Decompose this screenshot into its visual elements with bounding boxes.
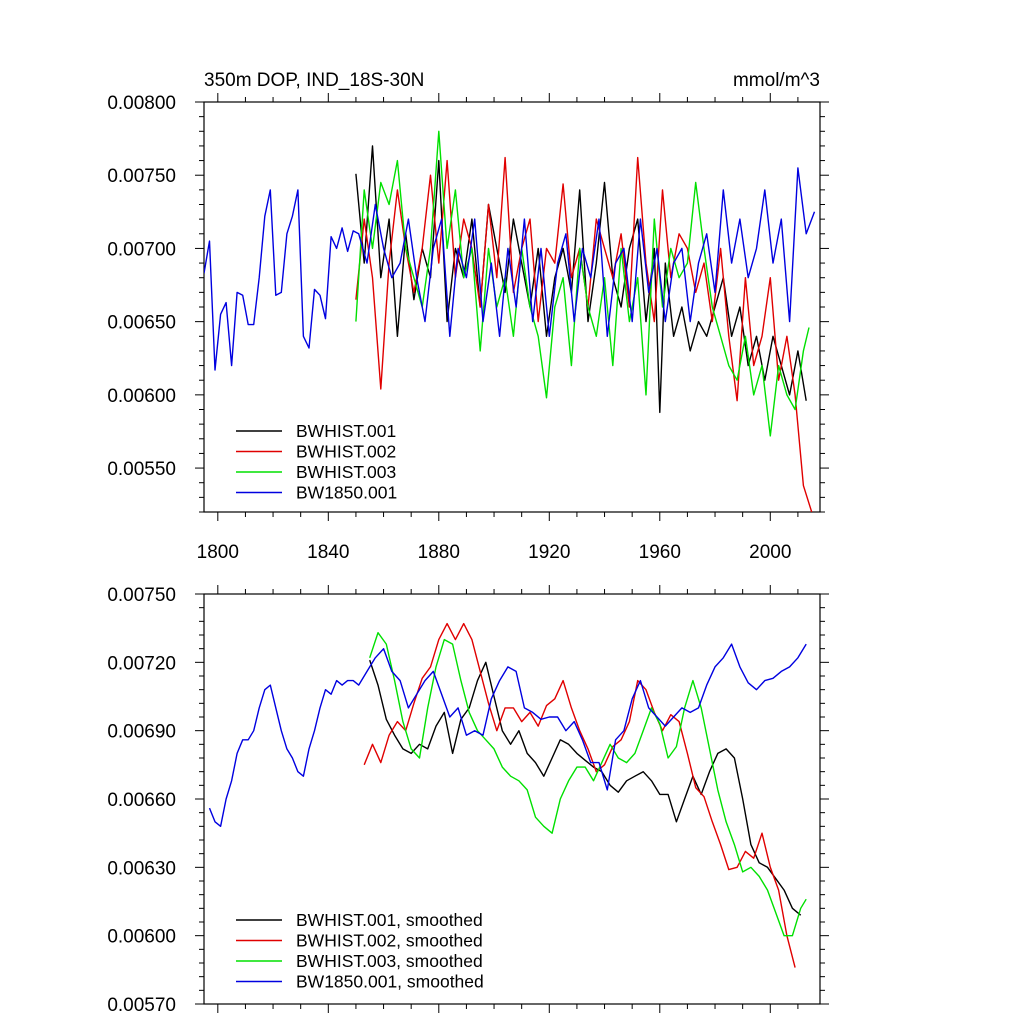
bottom-series-line-4 [208, 643, 807, 827]
top-x-tick-label: 1840 [307, 542, 349, 563]
top-y-tick-label: 0.00700 [107, 239, 176, 260]
top-legend-label: BWHIST.001 [296, 421, 396, 441]
bottom-legend-label: BWHIST.001, smoothed [296, 910, 483, 930]
top-y-tick-label: 0.00600 [107, 386, 176, 407]
top-x-tick-label: 1800 [197, 542, 239, 563]
bottom-series-line-3 [369, 632, 807, 937]
top-series-line-3 [355, 130, 810, 437]
bottom-legend-label: BWHIST.003, smoothed [296, 951, 483, 971]
top-legend-label: BW1850.001 [296, 483, 397, 503]
top-x-tick-label: 1920 [528, 542, 570, 563]
top-y-tick-label: 0.00650 [107, 313, 176, 334]
top-x-tick-label: 1880 [418, 542, 460, 563]
top-x-tick-label: 2000 [749, 542, 791, 563]
top-series-line-4 [204, 167, 816, 371]
top-legend-label: BWHIST.002 [296, 442, 396, 462]
bottom-y-tick-label: 0.00570 [107, 995, 176, 1016]
top-y-tick-label: 0.00800 [107, 93, 176, 114]
top-legend-label: BWHIST.003 [296, 462, 396, 482]
bottom-y-tick-label: 0.00600 [107, 927, 176, 948]
figure-title: 350m DOP, IND_18S-30N [204, 70, 424, 91]
bottom-legend-label: BW1850.001, smoothed [296, 972, 484, 992]
bottom-y-tick-label: 0.00660 [107, 790, 176, 811]
bottom-panel: 0.00570 0.00600 0.00630 0.00660 0.00690 0.007… [107, 585, 829, 1016]
bottom-legend-label: BWHIST.002, smoothed [296, 931, 483, 951]
top-y-tick-label: 0.00550 [107, 459, 176, 480]
bottom-y-tick-label: 0.00690 [107, 722, 176, 743]
bottom-series-line-2 [363, 622, 796, 968]
bottom-series-line-1 [369, 659, 802, 916]
bottom-y-tick-label: 0.00750 [107, 585, 176, 606]
bottom-y-tick-label: 0.00720 [107, 653, 176, 674]
top-panel: 1800 1840 1880 1920 1960 2000 0.00550 0.00600 0.… [107, 93, 829, 563]
top-y-tick-label: 0.00750 [107, 166, 176, 187]
units-label: mmol/m^3 [733, 70, 820, 91]
top-x-tick-label: 1960 [639, 542, 681, 563]
bottom-y-tick-label: 0.00630 [107, 858, 176, 879]
